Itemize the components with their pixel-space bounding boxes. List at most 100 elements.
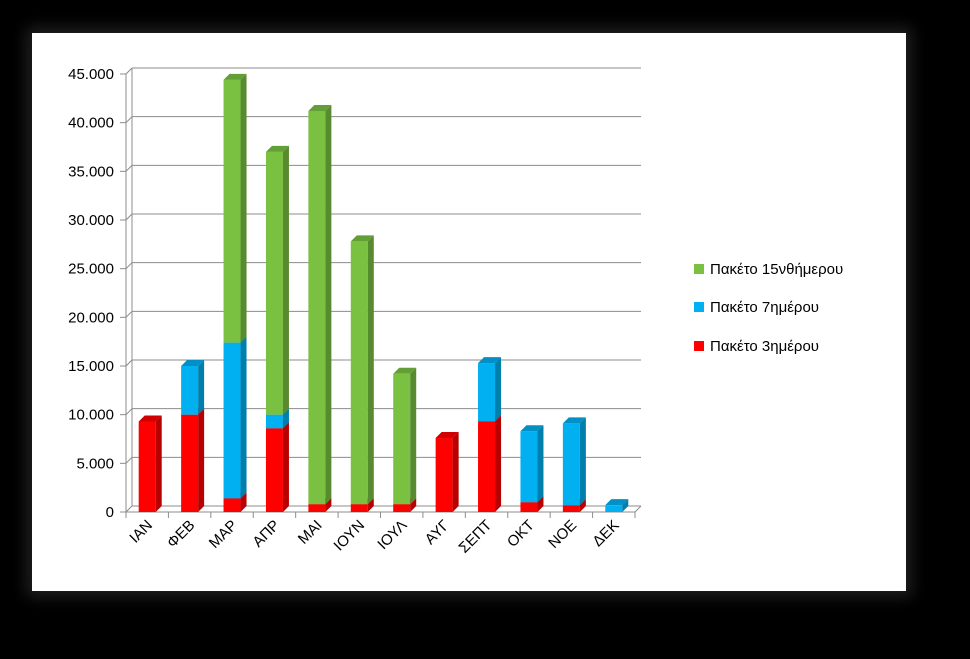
- x-tick-label: ΦΕΒ: [164, 517, 199, 552]
- bar-segment-front: [350, 241, 368, 505]
- bar-segment-top: [393, 367, 417, 374]
- bar-segment-side: [325, 498, 332, 512]
- bar-segment-front: [350, 504, 368, 512]
- x-tick-label: ΔΕΚ: [589, 517, 622, 550]
- bar-segment-side: [622, 499, 629, 512]
- x-tick-label: ΝΟΕ: [545, 517, 580, 552]
- bar-segment-top: [223, 73, 247, 80]
- y-tick-label: 35.000: [68, 163, 114, 180]
- bar-segment-front: [138, 421, 156, 512]
- bar-segment-top: [308, 104, 332, 111]
- legend-label: Πακέτο 7ημέρου: [710, 299, 819, 316]
- bar-segment-side: [452, 432, 459, 512]
- bar-segment-side: [325, 104, 332, 505]
- bar-segment-side: [495, 415, 502, 512]
- bar-segment-front: [265, 414, 283, 429]
- bar-segment-front: [520, 502, 538, 512]
- bar-segment-front: [265, 428, 283, 512]
- y-axis-ticks: 0 5.000 10.000 15.000 20.000 25.000 30.000 35.0…: [68, 66, 114, 521]
- gridline-depth: [125, 262, 133, 270]
- bar-segment-top: [265, 145, 289, 152]
- y-tick-label: 25.000: [68, 261, 114, 278]
- legend: Πακέτο 15νθήμερου Πακέτο 7ημέρου Πακέτο 3η…: [694, 261, 843, 355]
- bar-segment-top: [562, 417, 586, 424]
- stacked-bar-chart: 0 5.000 10.000 15.000 20.000 25.000 30.000 35.0…: [68, 66, 843, 557]
- bar-segment-front: [562, 505, 580, 512]
- bar-segment-front: [223, 79, 241, 343]
- x-tick-label: ΙΟΥΛ: [374, 517, 410, 553]
- bar-segment-front: [223, 342, 241, 499]
- x-tick-label: ΙΟΥΝ: [330, 517, 368, 555]
- bar-segment-side: [155, 415, 162, 512]
- y-tick-label: 20.000: [68, 309, 114, 326]
- bar-segment-side: [537, 425, 544, 503]
- bar-segment-front: [435, 438, 453, 512]
- gridline-depth: [125, 456, 133, 464]
- gridline-depth: [125, 164, 133, 172]
- bar-segment-side: [579, 417, 586, 506]
- bar-segment-side: [282, 145, 289, 415]
- x-tick-label: ΟΚΤ: [504, 517, 538, 551]
- gridline-depth: [125, 67, 133, 75]
- bar-segment-top: [435, 432, 459, 439]
- bar-segment-front: [181, 366, 199, 415]
- y-tick-label: 0: [106, 504, 114, 521]
- gridline-depth: [125, 359, 133, 367]
- x-axis-ticks: ΙΑΝ ΦΕΒ ΜΑΡ ΑΠΡ ΜΑΙ ΙΟΥΝ ΙΟΥΛ ΑΥΓ ΣΕΠΤ ΟΚΤ ΝΟΕ ΔΕΚ: [126, 517, 622, 557]
- gridline-depth: [125, 310, 133, 318]
- bar-segment-front: [562, 423, 580, 506]
- bar-segment-side: [282, 408, 289, 429]
- bar-segment-side: [495, 357, 502, 422]
- grid: [125, 67, 641, 513]
- bars: [138, 73, 629, 512]
- gridline-depth: [125, 213, 133, 221]
- bar-segment-front: [478, 421, 496, 512]
- bar-segment-front: [265, 151, 283, 415]
- chart-frame: 0 5.000 10.000 15.000 20.000 25.000 30.000 35.0…: [32, 33, 906, 591]
- x-tick-label: ΣΕΠΤ: [456, 517, 496, 557]
- bar-segment-top: [520, 425, 544, 432]
- legend-label: Πακέτο 3ημέρου: [710, 338, 819, 355]
- x-tick-label: ΜΑΡ: [206, 517, 241, 552]
- bar-segment-front: [308, 504, 326, 512]
- bar-segment-side: [240, 492, 247, 512]
- bar-segment-top: [605, 499, 629, 506]
- bar-segment-front: [393, 373, 411, 505]
- bar-segment-side: [537, 496, 544, 512]
- bar-segment-front: [223, 498, 241, 512]
- y-tick-label: 5.000: [76, 455, 114, 472]
- y-tick-label: 15.000: [68, 358, 114, 375]
- y-tick-label: 10.000: [68, 407, 114, 424]
- legend-swatch: [694, 341, 704, 351]
- x-tick-label: ΜΑΙ: [295, 517, 326, 548]
- bar-segment-front: [181, 414, 199, 512]
- floor-edge: [634, 505, 642, 513]
- legend-swatch: [694, 302, 704, 312]
- bar-segment-side: [410, 367, 417, 505]
- y-tick-label: 45.000: [68, 66, 114, 83]
- bar-segment-top: [478, 357, 502, 364]
- gridline-depth: [125, 116, 133, 124]
- bar-segment-top: [350, 235, 374, 242]
- bar-segment-side: [240, 336, 247, 499]
- bar-segment-front: [605, 505, 623, 512]
- x-tick-label: ΑΠΡ: [249, 517, 283, 551]
- bar-segment-front: [308, 110, 326, 505]
- bar-segment-side: [410, 498, 417, 512]
- gridline-depth: [125, 408, 133, 416]
- bar-segment-front: [478, 363, 496, 422]
- bar-segment-side: [198, 360, 205, 415]
- bar-segment-side: [579, 499, 586, 512]
- bar-segment-front: [520, 431, 538, 503]
- y-tick-label: 40.000: [68, 115, 114, 132]
- bar-segment-side: [367, 235, 374, 505]
- legend-label: Πακέτο 15νθήμερου: [710, 261, 843, 278]
- gridline-depth: [125, 505, 133, 513]
- bar-segment-side: [198, 408, 205, 512]
- bar-segment-top: [181, 360, 205, 366]
- axes: [120, 68, 642, 518]
- legend-swatch: [694, 264, 704, 274]
- bar-segment-side: [240, 73, 247, 343]
- bar-segment-side: [282, 422, 289, 512]
- x-tick-label: ΙΑΝ: [126, 517, 156, 547]
